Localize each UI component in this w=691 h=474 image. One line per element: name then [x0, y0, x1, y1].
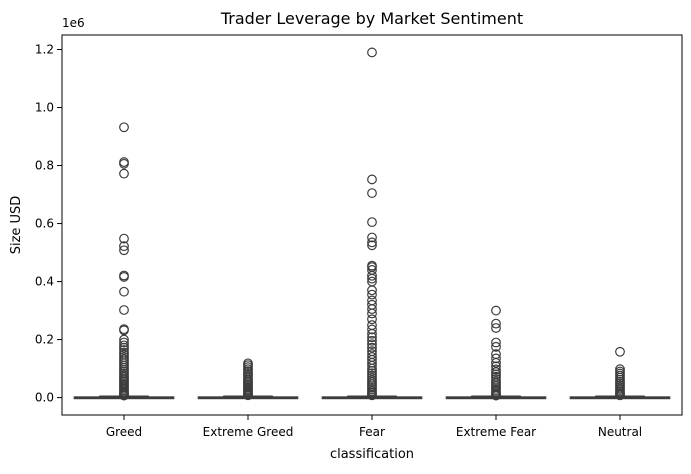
- outlier-point: [119, 245, 129, 256]
- outlier-point: [367, 335, 377, 346]
- outlier-point: [367, 285, 377, 296]
- outlier-point: [367, 232, 377, 243]
- y-tick-label: 0.0: [35, 391, 54, 405]
- x-tick-label: Extreme Greed: [203, 425, 294, 439]
- y-tick-label: 0.8: [35, 159, 54, 173]
- outlier-point: [119, 168, 129, 179]
- y-tick-label: 0.4: [35, 275, 54, 289]
- outlier-point: [119, 337, 129, 348]
- x-tick-label: Fear: [359, 425, 385, 439]
- outlier-point: [491, 337, 501, 348]
- outlier-point: [119, 345, 129, 355]
- outlier-point: [367, 308, 377, 319]
- outlier-point: [243, 390, 253, 401]
- outlier-point: [119, 272, 129, 282]
- outlier-point: [367, 339, 377, 350]
- outlier-point: [367, 188, 377, 198]
- outlier-point: [367, 390, 377, 401]
- outlier-point: [367, 324, 377, 335]
- x-tick-label: Neutral: [598, 425, 642, 439]
- y-axis-offset-label: 1e6: [62, 16, 85, 30]
- outlier-point: [491, 364, 501, 375]
- outlier-point: [119, 233, 129, 244]
- outlier-point: [119, 241, 129, 252]
- outlier-point: [367, 174, 377, 185]
- outlier-point: [119, 122, 129, 133]
- y-tick-label: 0.2: [35, 333, 54, 347]
- box-group: [445, 305, 547, 401]
- outlier-point: [367, 289, 377, 300]
- outlier-point: [367, 328, 377, 339]
- outlier-point: [119, 390, 129, 401]
- outlier-point: [491, 390, 501, 401]
- y-axis: 0.0 0.2 0.4 0.6 0.8 1.0 1.2: [35, 43, 62, 405]
- outlier-point: [491, 318, 501, 329]
- outlier-point: [615, 390, 625, 401]
- outlier-point: [119, 305, 129, 315]
- box-group: [197, 358, 299, 401]
- y-tick-label: 1.2: [35, 43, 54, 57]
- chart-title: Trader Leverage by Market Sentiment: [220, 9, 523, 28]
- x-axis: Greed Extreme Greed Fear Extreme Fear Neutra…: [106, 415, 642, 439]
- outlier-point: [367, 273, 377, 284]
- x-tick-label: Extreme Fear: [456, 425, 536, 439]
- outlier-point: [119, 158, 129, 169]
- x-tick-label: Greed: [106, 425, 142, 439]
- outlier-point: [119, 286, 129, 297]
- y-tick-label: 1.0: [35, 101, 54, 115]
- box-group: [73, 122, 175, 401]
- outlier-point: [615, 346, 625, 357]
- outlier-point: [367, 217, 377, 227]
- outlier-point: [367, 342, 377, 353]
- y-axis-label: Size USD: [9, 196, 24, 255]
- outlier-point: [491, 353, 501, 364]
- outlier-point: [367, 270, 377, 281]
- box-group: [321, 47, 423, 401]
- outlier-point: [367, 332, 377, 343]
- outlier-point: [491, 341, 501, 352]
- outlier-point: [491, 323, 501, 333]
- outlier-point: [367, 304, 377, 315]
- box-group: [569, 346, 671, 401]
- outlier-point: [367, 47, 377, 58]
- plot-area: [73, 47, 671, 401]
- x-axis-label: classification: [330, 447, 414, 462]
- outlier-point: [491, 357, 501, 368]
- outlier-point: [367, 240, 377, 251]
- outlier-point: [367, 237, 377, 248]
- outlier-point: [367, 360, 377, 371]
- y-tick-label: 0.6: [35, 217, 54, 231]
- outlier-point: [119, 325, 129, 336]
- outlier-point: [367, 314, 377, 325]
- outlier-point: [491, 305, 501, 316]
